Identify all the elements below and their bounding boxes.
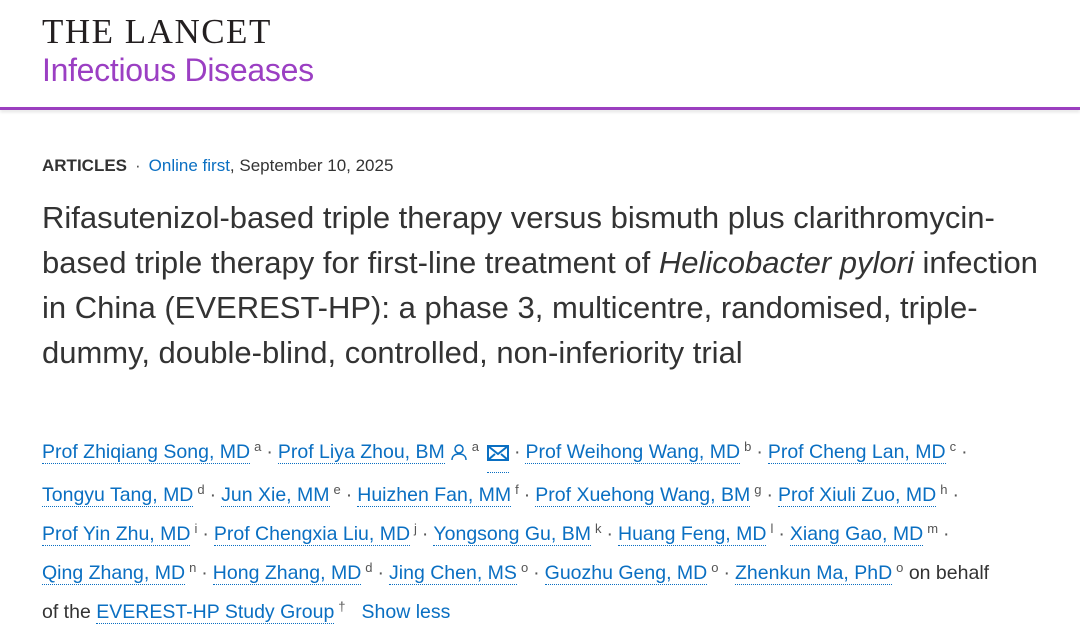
separator: · (201, 562, 208, 584)
header-divider (0, 107, 1080, 110)
title-italic: Helicobacter pylori (658, 245, 914, 280)
author-link[interactable]: Prof Weihong Wang, MD (525, 441, 741, 464)
separator: · (756, 441, 763, 463)
email-icon[interactable] (486, 438, 509, 473)
author-link[interactable]: Guozhu Geng, MD (544, 562, 708, 585)
affiliation-marker: e (333, 482, 341, 497)
affiliation-marker: o (711, 560, 719, 575)
affiliation-marker: m (927, 521, 939, 536)
affiliation-marker: g (754, 482, 762, 497)
site-header: THE LANCET Infectious Diseases (0, 0, 1080, 110)
author-list: Prof Zhiqiang Song, MD a · Prof Liya Zhou, … (42, 430, 1072, 629)
separator: · (952, 484, 959, 506)
author-link[interactable]: Qing Zhang, MD (42, 562, 186, 585)
author-link[interactable]: Jun Xie, MM (221, 484, 330, 507)
affiliation-marker: n (189, 560, 197, 575)
affiliation-marker: a (471, 439, 479, 454)
affiliation-marker: d (197, 482, 205, 497)
journal-subtitle[interactable]: Infectious Diseases (42, 52, 314, 88)
separator: · (421, 523, 429, 545)
separator: · (135, 156, 141, 175)
group-prefix: on behalf (908, 562, 990, 584)
affiliation-marker: b (744, 439, 752, 454)
article-type: ARTICLES (42, 156, 127, 175)
separator: · (723, 562, 731, 584)
affiliation-marker: j (414, 521, 417, 536)
author-link[interactable]: Hong Zhang, MD (212, 562, 362, 585)
author-link[interactable]: Prof Yin Zhu, MD (42, 523, 191, 546)
title-text: infection in China (EVEREST-HP): a phase… (42, 245, 1038, 370)
separator: · (533, 562, 540, 584)
study-group-link[interactable]: EVEREST-HP Study Group (96, 601, 335, 624)
separator: · (766, 484, 773, 506)
person-icon[interactable] (450, 438, 468, 472)
publication-date: , September 10, 2025 (229, 156, 394, 175)
author-link[interactable]: Jing Chen, MS (389, 562, 517, 585)
separator: · (943, 523, 950, 545)
author-link[interactable]: Prof Xuehong Wang, BM (535, 484, 751, 507)
article-title: Rifasutenizol-based triple therapy versu… (42, 195, 1052, 375)
author-link[interactable]: Xiang Gao, MD (789, 523, 924, 546)
show-less-button[interactable]: Show less (361, 601, 451, 623)
journal-logo[interactable]: THE LANCET (42, 12, 272, 51)
footnote-marker: † (338, 599, 346, 614)
affiliation-marker: a (254, 439, 262, 454)
separator: · (606, 523, 613, 545)
affiliation-marker: d (365, 560, 373, 575)
author-link[interactable]: Prof Liya Zhou, BM (277, 441, 445, 464)
author-link[interactable]: Zhenkun Ma, PhD (735, 562, 893, 585)
affiliation-marker: k (594, 521, 602, 536)
separator: · (523, 484, 531, 506)
separator: · (266, 441, 273, 463)
affiliation-marker: f (515, 482, 519, 497)
author-link[interactable]: Huang Feng, MD (617, 523, 767, 546)
author-link[interactable]: Huizhen Fan, MM (357, 484, 512, 507)
separator: · (513, 441, 521, 463)
separator: · (377, 562, 385, 584)
affiliation-marker: h (940, 482, 948, 497)
affiliation-marker: o (896, 560, 904, 575)
separator: · (345, 484, 353, 506)
affiliation-marker: i (194, 521, 198, 536)
author-link[interactable]: Prof Cheng Lan, MD (767, 441, 946, 464)
separator: · (961, 441, 968, 463)
author-link[interactable]: Tongyu Tang, MD (42, 484, 194, 507)
author-link[interactable]: Yongsong Gu, BM (433, 523, 591, 546)
affiliation-marker: c (949, 439, 957, 454)
author-link[interactable]: Prof Chengxia Liu, MD (213, 523, 411, 546)
separator: · (209, 484, 217, 506)
title-text: Rifasutenizol-based triple therapy versu… (42, 200, 995, 280)
author-link[interactable]: Prof Xiuli Zuo, MD (777, 484, 937, 507)
affiliation-marker: o (520, 560, 529, 575)
online-first-link[interactable]: Online first (148, 156, 230, 175)
article-meta: ARTICLES · Online first, September 10, 202… (42, 155, 393, 177)
affiliation-marker: l (770, 521, 774, 536)
separator: · (202, 523, 209, 545)
group-prefix: of the (42, 601, 97, 623)
author-link[interactable]: Prof Zhiqiang Song, MD (42, 441, 251, 464)
separator: · (778, 523, 785, 545)
